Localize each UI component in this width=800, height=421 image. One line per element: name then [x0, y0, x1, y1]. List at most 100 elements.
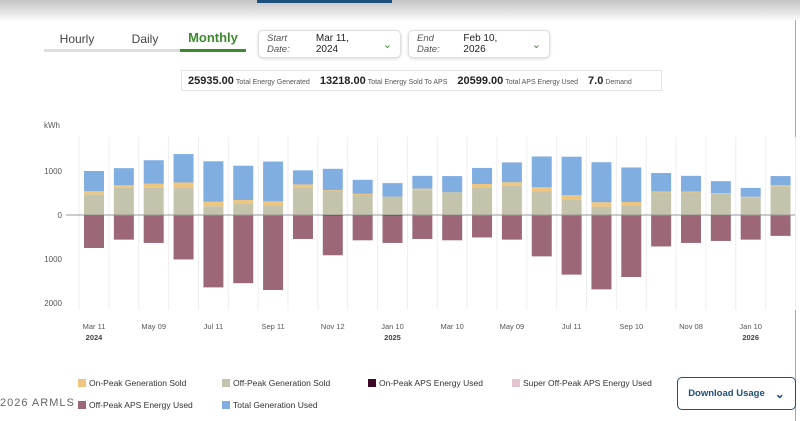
bar-on-peak-generation-sold: [263, 201, 284, 206]
bar-off-peak-aps-energy-used: [84, 215, 104, 248]
bar-off-peak-generation-sold: [382, 196, 403, 215]
x-year-label: 2026: [742, 333, 759, 342]
x-tick-label: Mar 10: [441, 322, 464, 331]
bar-off-peak-generation-sold: [233, 204, 254, 215]
legend-item[interactable]: Off-Peak Generation Sold: [222, 378, 330, 388]
bar-off-peak-aps-energy-used: [770, 215, 791, 236]
bar-total-generation-used: [263, 161, 284, 202]
bar-off-peak-aps-energy-used: [591, 215, 612, 290]
y-tick-label: 1000: [44, 255, 62, 264]
legend-swatch: [78, 379, 86, 387]
legend-label: Off-Peak APS Energy Used: [89, 400, 193, 410]
bar-on-peak-generation-sold: [710, 193, 731, 194]
bar-off-peak-generation-sold: [143, 187, 164, 215]
bar-off-peak-generation-sold: [113, 187, 134, 215]
bar-off-peak-generation-sold: [442, 192, 463, 215]
bar-on-peak-generation-sold: [173, 182, 194, 188]
bar-off-peak-generation-sold: [352, 194, 373, 215]
tab-hourly[interactable]: Hourly: [59, 32, 95, 46]
bar-total-generation-used: [472, 167, 493, 184]
legend-label: On-Peak Generation Sold: [89, 378, 187, 388]
bar-total-generation-used: [203, 161, 224, 202]
bar-on-peak-generation-sold: [501, 182, 522, 186]
legend-item[interactable]: Off-Peak APS Energy Used: [78, 400, 193, 410]
legend-item[interactable]: On-Peak Generation Sold: [78, 378, 186, 388]
legend-swatch: [368, 379, 376, 387]
bar-total-generation-used: [501, 162, 522, 183]
bar-total-generation-used: [113, 168, 134, 186]
download-usage-button[interactable]: Download Usage ⌄: [677, 377, 796, 410]
legend-item[interactable]: Total Generation Used: [222, 400, 318, 410]
legend-label: Total Generation Used: [233, 400, 318, 410]
bar-on-peak-generation-sold: [621, 202, 642, 206]
start-date-label: Start Date:: [267, 33, 290, 55]
bar-on-peak-generation-sold: [203, 201, 224, 207]
legend-swatch: [222, 401, 230, 409]
bar-total-generation-used: [412, 175, 433, 189]
bar-on-peak-generation-sold: [591, 202, 612, 207]
bar-on-peak-generation-sold: [322, 190, 343, 192]
bar-total-generation-used: [84, 171, 104, 192]
bar-off-peak-generation-sold: [770, 186, 791, 215]
bar-on-peak-generation-sold: [84, 191, 104, 195]
chevron-down-icon: ⌄: [531, 38, 541, 51]
bar-off-peak-aps-energy-used: [501, 215, 522, 240]
bar-off-peak-aps-energy-used: [322, 215, 343, 256]
y-tick-label: 0: [58, 211, 63, 220]
bar-total-generation-used: [173, 154, 194, 183]
legend-item[interactable]: Super Off-Peak APS Energy Used: [512, 378, 652, 388]
bar-off-peak-generation-sold: [84, 194, 104, 215]
usage-summary: 25935.00 Total Energy Generated 13218.00 T…: [181, 70, 662, 91]
bar-off-peak-generation-sold: [591, 206, 612, 215]
bar-off-peak-aps-energy-used: [412, 215, 433, 239]
legend-item[interactable]: On-Peak APS Energy Used: [368, 378, 483, 388]
start-date-picker[interactable]: Start Date: Mar 11, 2024 ⌄: [258, 30, 401, 58]
bar-off-peak-aps-energy-used: [203, 215, 224, 288]
x-tick-label: Jan 10: [381, 322, 404, 331]
bar-off-peak-aps-energy-used: [352, 215, 373, 241]
summary-total-used: 20599.00 Total APS Energy Used: [457, 74, 579, 87]
bar-off-peak-aps-energy-used: [710, 215, 731, 241]
y-tick-label: 2000: [44, 299, 62, 308]
bar-on-peak-generation-sold: [143, 183, 164, 188]
bar-off-peak-generation-sold: [531, 191, 552, 215]
x-year-label: 2024: [86, 333, 104, 342]
granularity-tabs: Hourly Daily Monthly: [44, 28, 246, 52]
bar-total-generation-used: [681, 175, 701, 192]
bar-off-peak-generation-sold: [472, 187, 493, 215]
x-tick-label: May 09: [500, 322, 525, 331]
bar-total-generation-used: [233, 165, 254, 201]
bar-on-peak-generation-sold: [233, 200, 254, 204]
bar-off-peak-aps-energy-used: [561, 215, 582, 275]
bar-off-peak-aps-energy-used: [263, 215, 284, 291]
tab-daily[interactable]: Daily: [131, 32, 159, 46]
bar-off-peak-aps-energy-used: [143, 215, 164, 243]
bar-off-peak-aps-energy-used: [113, 215, 134, 240]
watermark: 2026 ARMLS: [0, 397, 75, 409]
legend-swatch: [512, 379, 520, 387]
chevron-down-icon: ⌄: [382, 38, 392, 51]
bar-total-generation-used: [322, 168, 343, 191]
bar-on-peak-generation-sold: [740, 196, 761, 198]
x-tick-label: Mar 11: [83, 322, 106, 331]
bar-total-generation-used: [740, 187, 761, 197]
x-tick-label: Sep 11: [261, 322, 284, 331]
bar-off-peak-generation-sold: [292, 187, 313, 215]
bar-off-peak-aps-energy-used: [740, 215, 761, 240]
bar-total-generation-used: [143, 160, 164, 184]
legend-label: On-Peak APS Energy Used: [379, 378, 483, 388]
bar-off-peak-generation-sold: [322, 190, 343, 215]
bar-total-generation-used: [442, 176, 463, 193]
bar-on-peak-generation-sold: [412, 188, 433, 191]
end-date-label: End Date:: [417, 33, 440, 55]
end-date-picker[interactable]: End Date: Feb 10, 2026 ⌄: [408, 30, 550, 58]
bar-on-peak-generation-sold: [651, 191, 672, 193]
x-tick-label: Jul 11: [204, 322, 223, 331]
summary-total-sold: 13218.00 Total Energy Sold To APS: [319, 74, 448, 87]
bar-off-peak-aps-energy-used: [681, 215, 701, 243]
x-tick-label: Jan 10: [739, 322, 762, 331]
x-year-label: 2025: [384, 333, 401, 342]
bar-off-peak-generation-sold: [203, 206, 224, 215]
legend-swatch: [222, 379, 230, 387]
tab-monthly[interactable]: Monthly: [180, 28, 246, 52]
